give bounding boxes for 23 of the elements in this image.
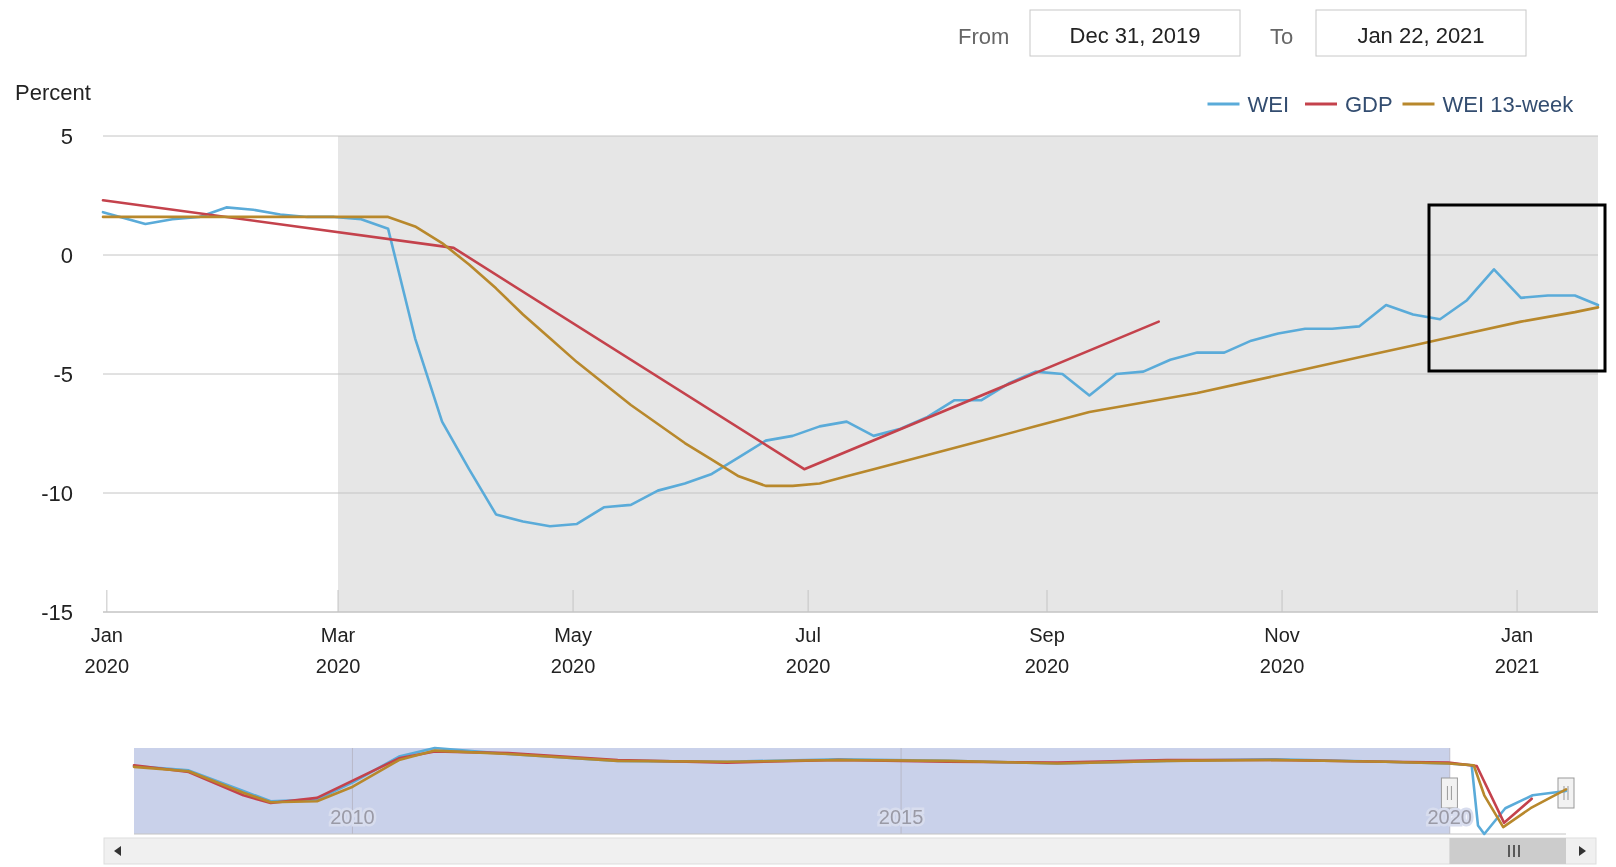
x-tick-label: 2015 — [878, 806, 924, 828]
legend-label: WEI 13-week — [1442, 92, 1575, 117]
legend-label: WEI — [1247, 92, 1290, 117]
x-tick-label: 2010 — [330, 806, 375, 828]
y-tick-label: -15 — [41, 600, 73, 625]
y-tick-label: -10 — [41, 481, 73, 506]
x-tick-label: 2020 — [1427, 806, 1472, 828]
x-tick-label: Jan 2020 — [84, 624, 130, 677]
x-tick-label: Nov 2020 — [1259, 624, 1305, 677]
y-tick-label: -5 — [53, 362, 73, 387]
y-tick-label: 5 — [60, 124, 73, 149]
x-tick-label: Jul 2020 — [785, 624, 831, 677]
text: Jan 22, 2021 — [1357, 23, 1485, 48]
text: To — [1270, 24, 1294, 49]
y-axis-title: Percent — [15, 80, 91, 105]
x-tick-label: Mar 2020 — [315, 624, 361, 677]
legend-label: GDP — [1345, 92, 1393, 117]
x-tick-label: May 2020 — [550, 624, 596, 677]
x-tick-label: Jan 2021 — [1494, 624, 1540, 677]
y-tick-label: 0 — [60, 243, 73, 268]
text: Dec 31, 2019 — [1069, 23, 1201, 48]
text: From — [958, 24, 1010, 49]
x-tick-label: Sep 2020 — [1024, 624, 1070, 677]
